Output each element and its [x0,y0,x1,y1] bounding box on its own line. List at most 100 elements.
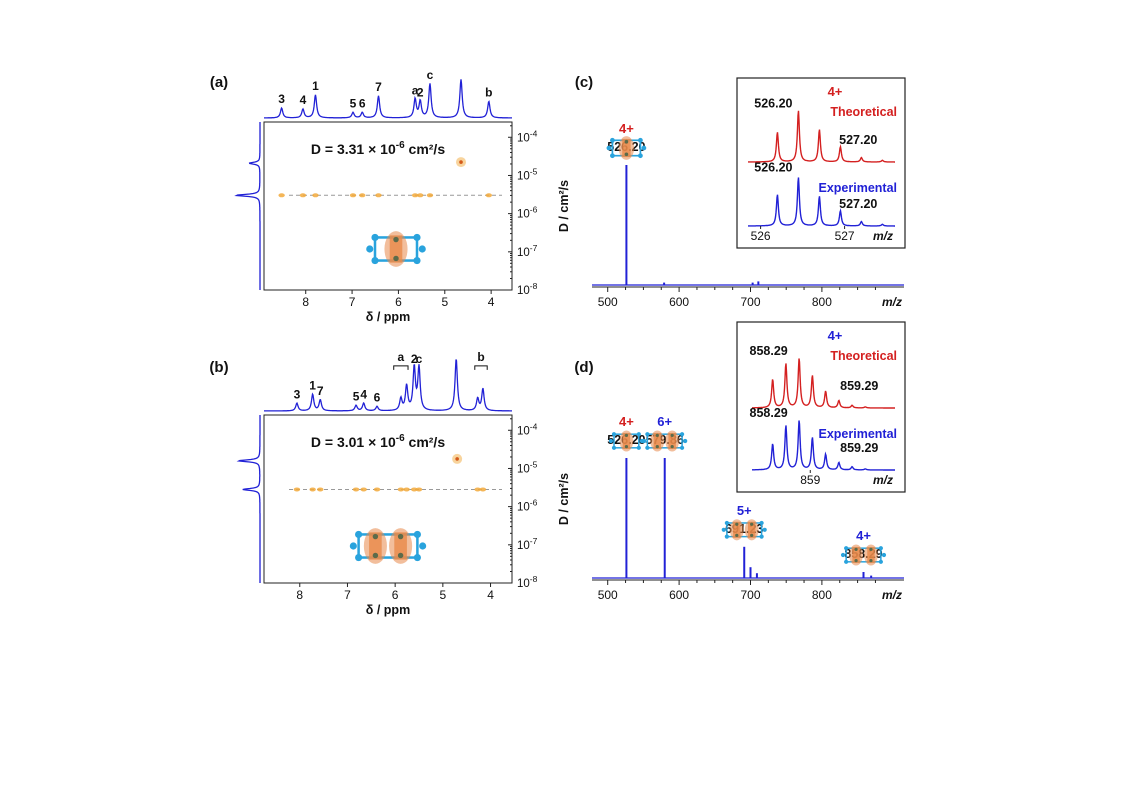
theoretical-label: Theoretical [830,349,897,363]
peak-label-7: 7 [317,384,324,398]
y-tick-label: 10-5 [517,459,538,475]
cross-peak [417,193,424,198]
cross-peak [360,487,367,492]
theoretical-left-peak-label: 526.20 [754,97,792,111]
peak-label-2: 2 [417,86,424,100]
peak-label-4: 4 [360,387,367,401]
cross-peak [415,487,423,492]
peak-label-6: 6 [359,97,366,111]
x-tick-label: 8 [302,295,309,309]
cross-peak [352,487,360,492]
peak-label-3: 3 [278,92,285,106]
x-tick-label: 800 [812,588,832,602]
panel-label: (a) [210,74,228,91]
y-tick-label: 10-7 [517,243,538,259]
y-axis-label: D / cm²/s [557,473,571,525]
solvent-cross-peak-core [455,457,459,461]
theoretical-right-peak-label: 527.20 [839,133,877,147]
peak-label-1: 1 [312,79,319,93]
y-tick-label: 10-7 [517,536,538,552]
cage-molecule-icon [840,544,887,566]
peak-label-a: a [398,350,405,364]
y-tick-label: 10-6 [517,205,538,221]
x-tick-label: 8 [296,588,303,602]
diffusion-coefficient-title: D = 3.31 × 10-6 cm²/s [311,140,445,157]
cage-molecule-icon [721,519,767,541]
cross-peak [359,193,366,198]
theoretical-right-peak-label: 859.29 [840,379,878,393]
plot-frame [263,414,513,584]
diffusion-coefficient-title: D = 3.01 × 10-6 cm²/s [311,433,445,450]
cross-peak [375,193,382,198]
experimental-label: Experimental [818,427,897,441]
cross-peak [317,487,324,492]
x-tick-label: 600 [669,295,689,309]
svg-text:10-6: 10-6 [517,498,538,514]
panel-label: (d) [574,359,593,376]
cross-peak [349,193,357,198]
inset-x-axis-label: m/z [873,229,893,243]
peak-label-4: 4 [300,93,307,107]
experimental-isotope-pattern [752,420,895,471]
isotope-inset: 4+ Theoretical Experimental 858.29 859.29 858… [736,321,906,493]
x-tick-label: 800 [812,295,832,309]
experimental-right-peak-label: 859.29 [840,441,878,455]
cage-molecule-icon [642,430,688,452]
y-tick-label: 10-8 [517,281,538,297]
experimental-label: Experimental [818,181,897,195]
peak-label-b: b [477,350,484,364]
peak-label-a: a [412,83,419,97]
theoretical-left-peak-label: 858.29 [750,344,788,358]
peak-label-c: c [427,68,434,82]
peak-label-6: 6 [374,391,381,405]
projection-diffusion-axis [234,122,261,290]
y-tick-label: 10-4 [517,128,538,144]
cross-peak [312,193,319,198]
x-tick-label: 6 [395,295,402,309]
inset-x-tick-label: 527 [835,229,855,243]
svg-text:10-6: 10-6 [517,205,538,221]
cross-peak [373,487,381,492]
theoretical-isotope-pattern [752,358,895,409]
peak-bracket-b [474,365,488,370]
svg-text:10-4: 10-4 [517,128,538,144]
single-cage-molecule-icon [366,231,426,267]
x-tick-label: 700 [740,295,760,309]
svg-text:10-8: 10-8 [517,281,538,297]
svg-text:10-7: 10-7 [517,243,538,259]
peak-label-5: 5 [353,390,360,404]
inset-frame [736,77,906,249]
x-tick-label: 4 [487,588,494,602]
plot-frame [263,121,513,291]
x-tick-label: 7 [344,588,351,602]
inset-charge-label: 4+ [828,84,843,99]
charge-state-label: 4+ [619,414,634,429]
peak-label-b: b [485,86,492,100]
experimental-isotope-pattern [748,177,895,227]
inset-x-axis-label: m/z [873,473,893,487]
experimental-left-peak-label: 526.20 [754,161,792,175]
x-tick-label: 700 [740,588,760,602]
inset-x-tick-label: 526 [751,229,771,243]
svg-text:10-5: 10-5 [517,166,538,182]
experimental-left-peak-label: 858.29 [750,406,788,420]
x-axis-label: m/z [882,295,902,309]
cross-peak [309,487,316,492]
panel-c: (c) 500 600 700 800 m/z 526.20 4+ 4+ Theoretical E… [575,74,906,309]
cross-peak [474,487,481,492]
x-tick-label: 500 [598,588,618,602]
y-axis-label: D / cm²/s [557,180,571,232]
x-tick-label: 600 [669,588,689,602]
panel-label: (c) [575,74,593,91]
peak-label-5: 5 [350,97,357,111]
svg-text:10-4: 10-4 [517,421,538,437]
x-tick-label: 6 [392,588,399,602]
cross-peak [403,487,410,492]
solvent-cross-peak-core [459,160,463,164]
projection-diffusion-axis [236,415,261,583]
cross-peak [479,487,487,492]
cage-molecule-icon [606,136,647,160]
